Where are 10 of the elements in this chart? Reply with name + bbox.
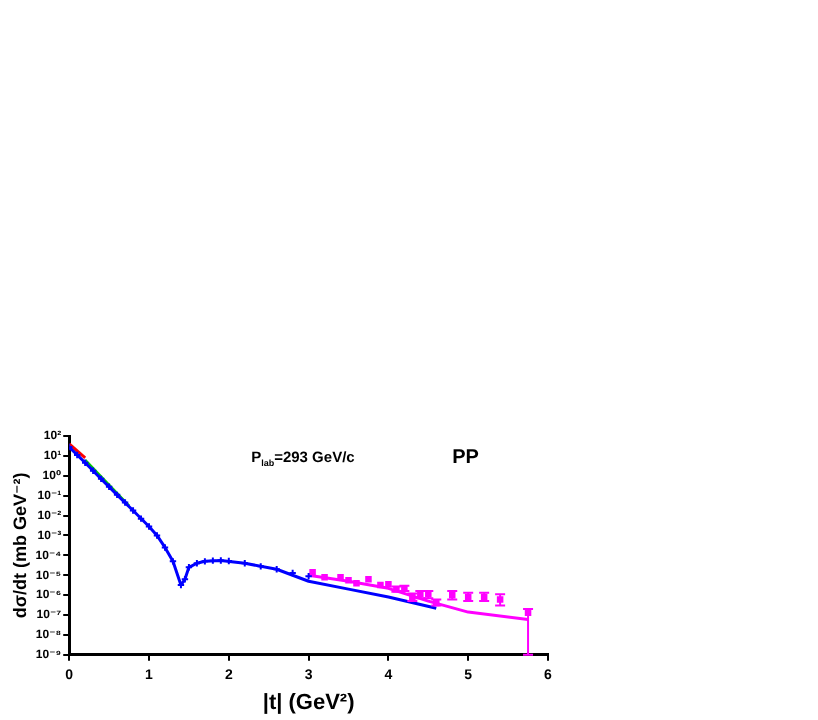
y-axis-title: dσ/dt (mb GeV⁻²)	[9, 472, 30, 619]
point	[365, 575, 372, 583]
point	[385, 581, 392, 588]
point	[345, 576, 352, 584]
point	[309, 569, 316, 576]
point	[353, 579, 360, 587]
point	[377, 581, 384, 589]
annotation: PP	[452, 447, 480, 470]
point	[321, 574, 328, 581]
x-axis-title: |t| (GeV²)	[262, 690, 356, 715]
